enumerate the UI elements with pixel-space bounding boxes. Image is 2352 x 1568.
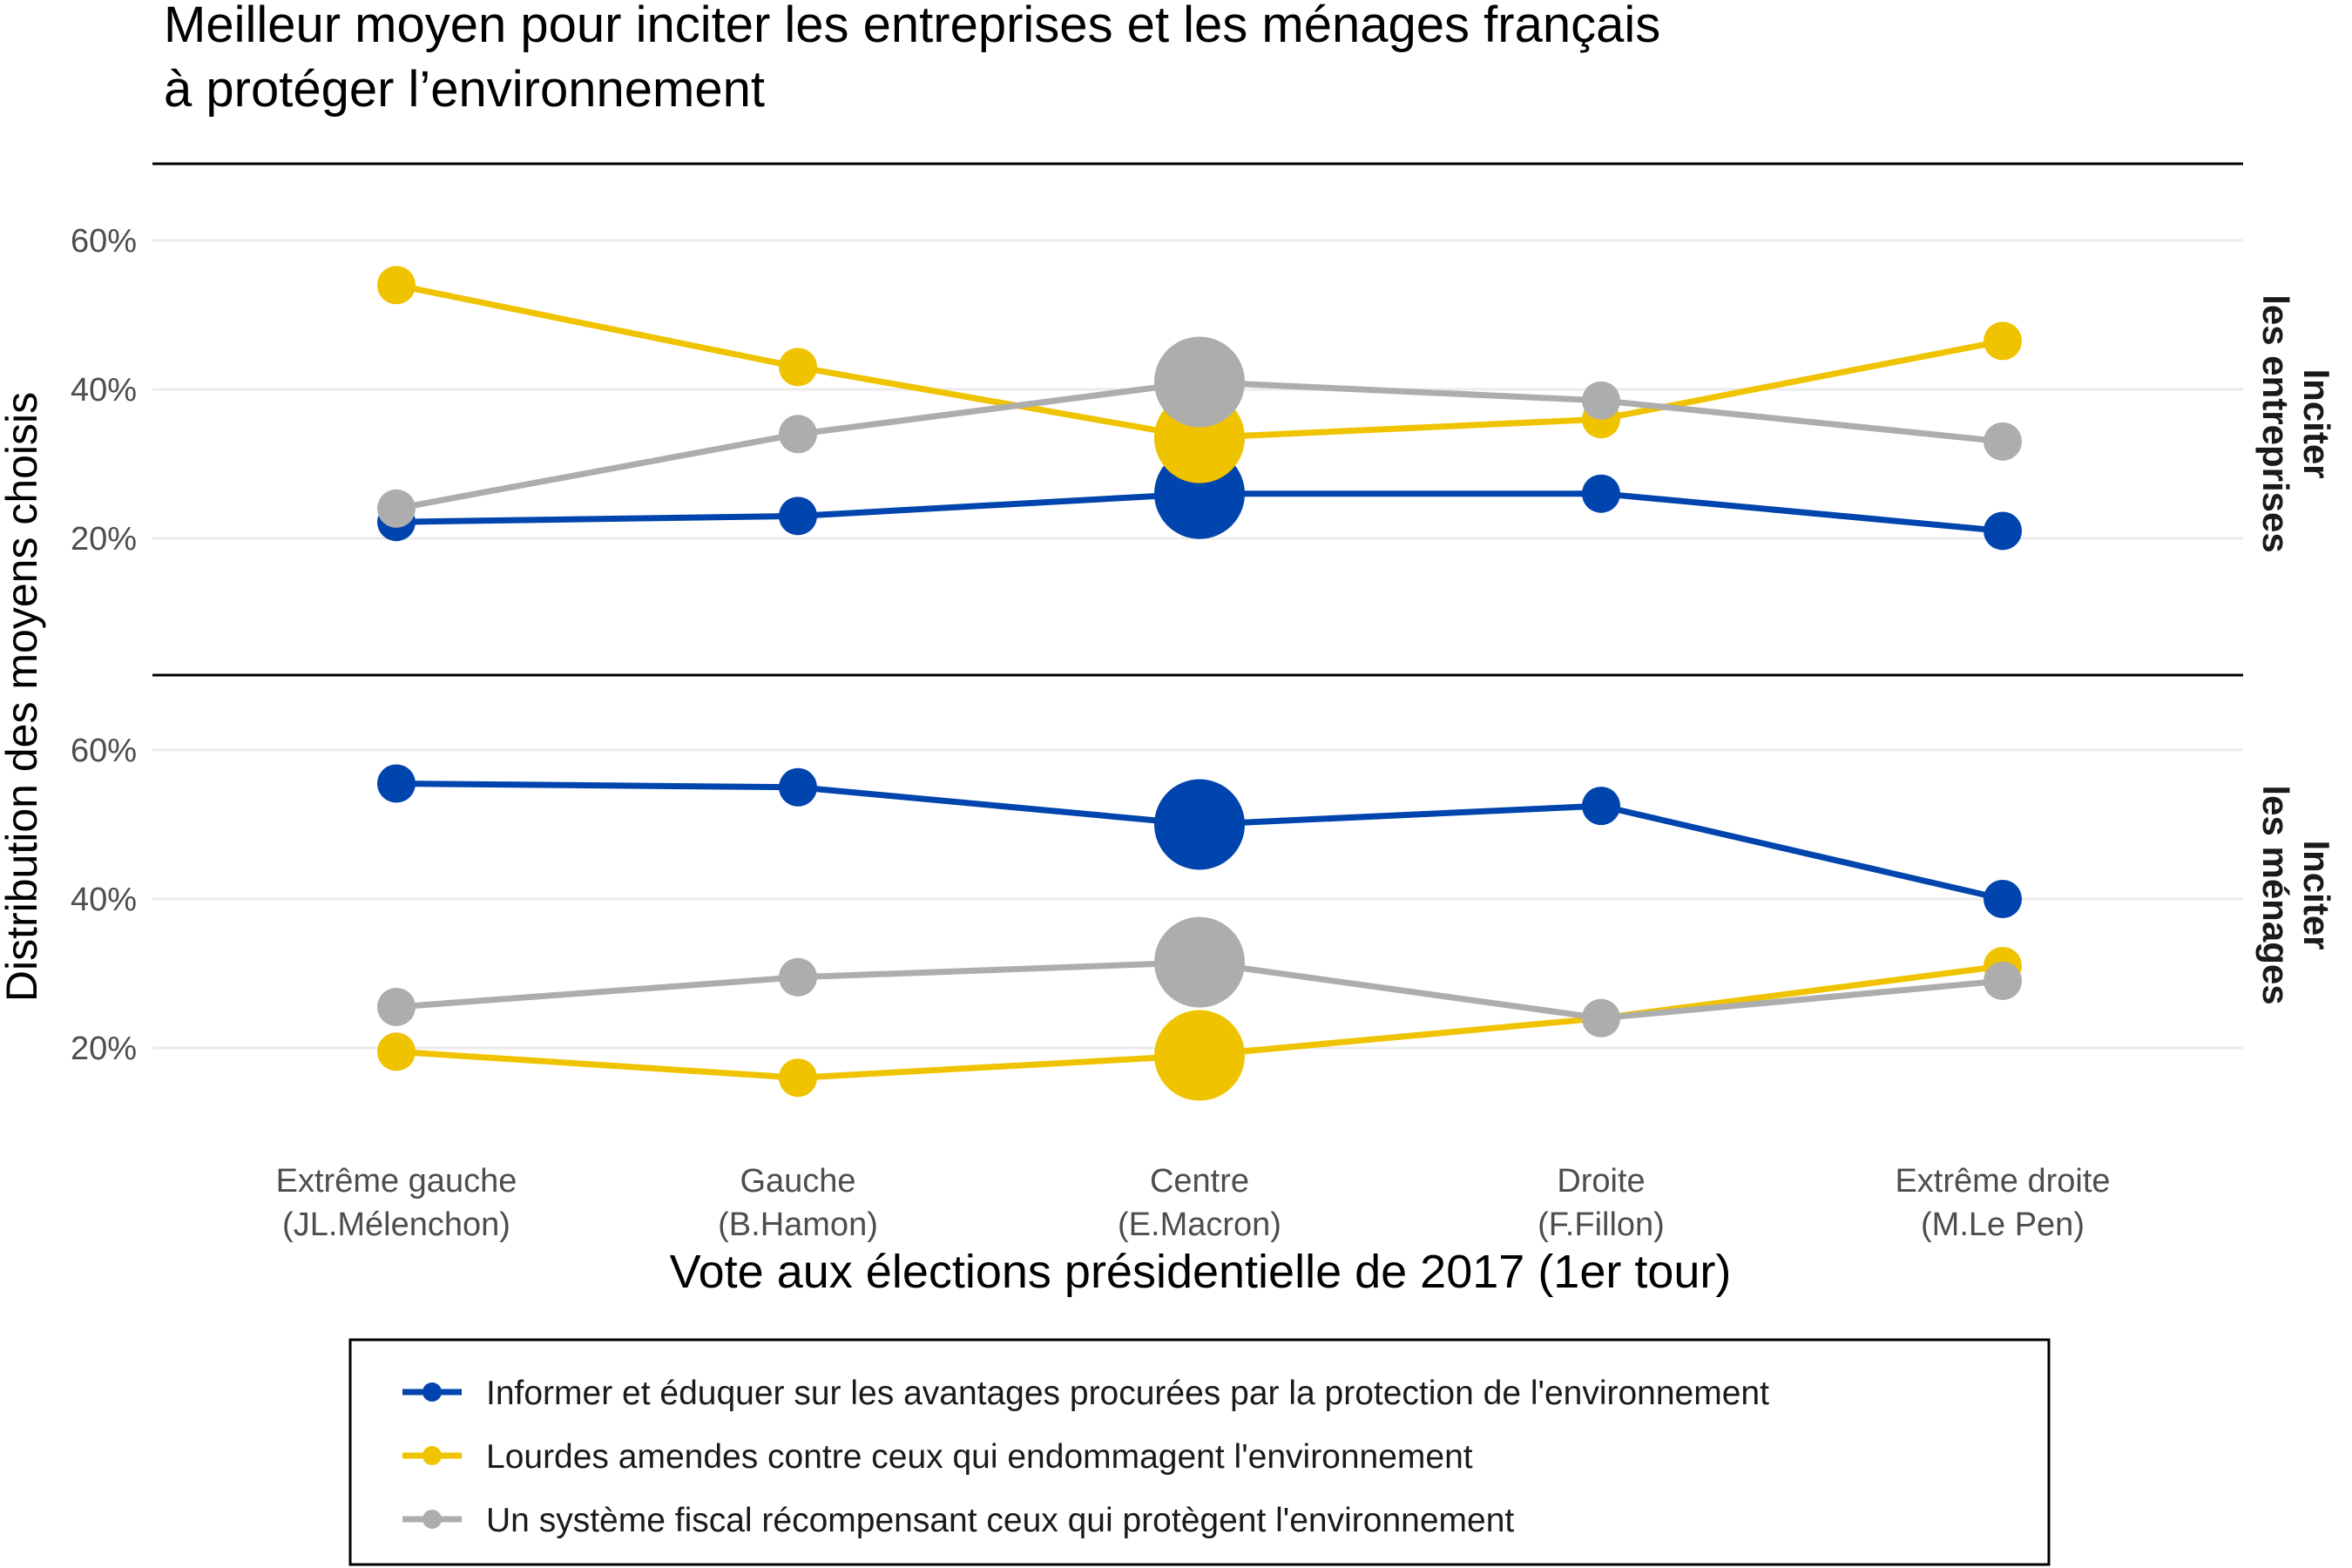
series-3-point (1582, 381, 1620, 420)
x-tick-label: Gauche (740, 1163, 855, 1200)
x-axis-label: Vote aux élections présidentielle de 201… (670, 1246, 1732, 1298)
series-3-point (779, 957, 817, 997)
series-3-point (1984, 422, 2022, 461)
series-1-point (779, 497, 817, 536)
series-3-point (377, 987, 416, 1026)
x-tick-sublabel: (F.Fillon) (1538, 1206, 1665, 1243)
x-tick-label: Centre (1150, 1163, 1249, 1200)
x-tick-label: Extrême droite (1895, 1163, 2110, 1200)
series-2-point (377, 266, 416, 305)
x-tick-sublabel: (E.Macron) (1118, 1206, 1281, 1243)
series-1-point (779, 767, 817, 807)
y-tick-label: 20% (71, 1031, 137, 1067)
legend-key-point (422, 1510, 442, 1529)
series-1-point (1154, 779, 1245, 870)
x-tick-label: Droite (1557, 1163, 1645, 1200)
series-2-point (1154, 1010, 1245, 1101)
legend-key-point (422, 1382, 442, 1402)
chart-title-line1: Meilleur moyen pour inciter les entrepri… (164, 0, 1660, 53)
legend-label: Informer et éduquer sur les avantages pr… (486, 1375, 1769, 1412)
series-1-point (377, 764, 416, 803)
series-2-point (779, 348, 817, 387)
series-1-point (1582, 787, 1620, 826)
y-tick-label: 40% (71, 882, 137, 918)
y-tick-label: 60% (71, 223, 137, 260)
series-2-point (377, 1032, 416, 1071)
x-tick-sublabel: (M.Le Pen) (1921, 1206, 2085, 1243)
y-tick-label: 60% (71, 733, 137, 769)
series-3-point (377, 489, 416, 528)
series-3-point (1582, 998, 1620, 1037)
series-3-point (1984, 962, 2022, 1001)
y-tick-label: 40% (71, 372, 137, 409)
y-axis-label: Distribution des moyens choisis (0, 392, 46, 1002)
series-1-point (1984, 880, 2022, 918)
series-3-point (1154, 336, 1245, 428)
strip-label-line1: Inciter (2296, 840, 2337, 950)
series-3-point (1154, 916, 1245, 1008)
series-2-point (779, 1058, 817, 1098)
x-tick-sublabel: (B.Hamon) (718, 1206, 878, 1243)
x-tick-labels: Extrême gauche (JL.Mélenchon) Gauche (B.Ham… (276, 1163, 2111, 1243)
series-1-point (1984, 511, 2022, 551)
strip-label-line1: Inciter (2296, 368, 2337, 478)
legend: Informer et éduquer sur les avantages pr… (348, 1338, 2051, 1566)
series-3-point (779, 415, 817, 454)
series-2-point (1984, 321, 2022, 361)
y-tick-label: 20% (71, 521, 137, 558)
legend-key-point (422, 1446, 442, 1465)
legend-label: Lourdes amendes contre ceux qui endommag… (486, 1438, 1473, 1476)
x-tick-label: Extrême gauche (276, 1163, 517, 1200)
chart-title-line2: à protéger l’environnement (164, 61, 765, 118)
legend-box (348, 1338, 2051, 1566)
legend-label: Un système fiscal récompensant ceux qui … (486, 1502, 1514, 1539)
strip-label-line2: les ménages (2255, 785, 2296, 1004)
series-1-point (1582, 474, 1620, 513)
x-tick-sublabel: (JL.Mélenchon) (282, 1206, 510, 1243)
strip-label-line2: les entreprises (2255, 294, 2296, 553)
